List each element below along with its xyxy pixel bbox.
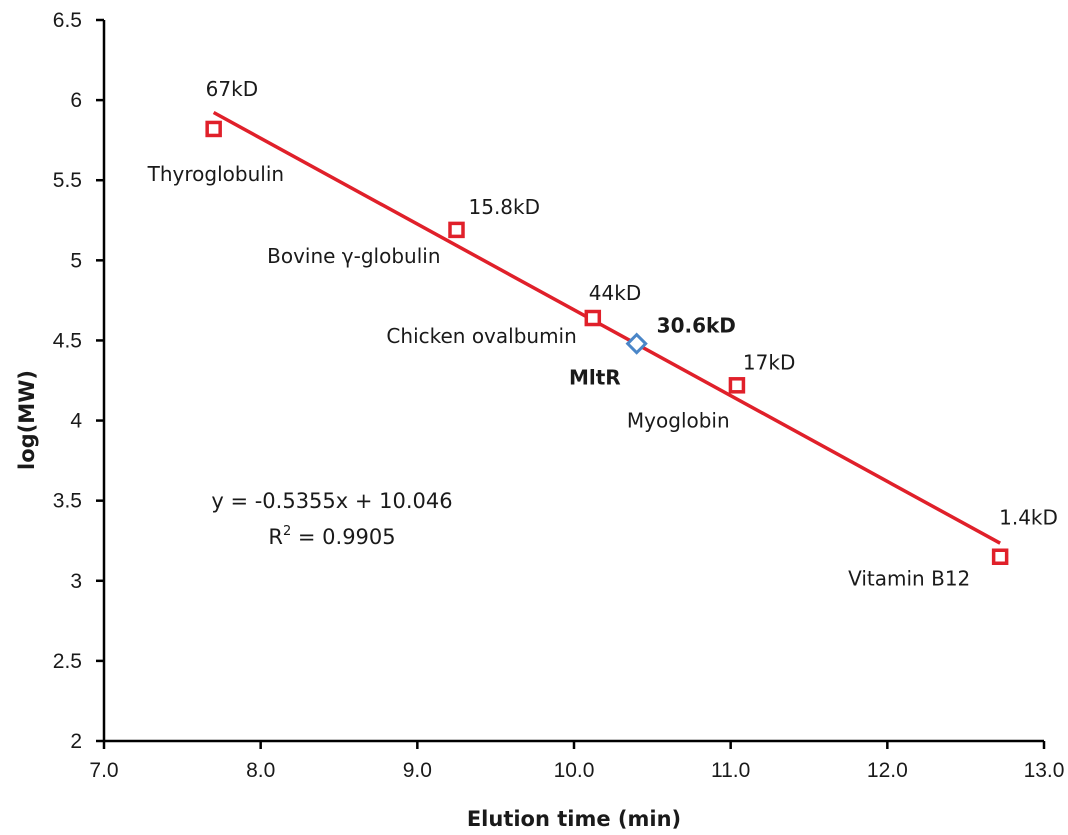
r-squared-label: R2 = 0.9905 [268, 524, 395, 549]
mw-label: 17kD [743, 350, 795, 374]
sample-name-label: MltR [569, 366, 621, 390]
x-tick-label: 10.0 [554, 759, 595, 782]
point-marker [584, 309, 602, 327]
y-tick-label: 6 [70, 89, 82, 112]
r-squared-value: = 0.9905 [291, 525, 395, 549]
r-squared-symbol: R [268, 525, 283, 549]
protein-label: Thyroglobulin [147, 162, 284, 186]
x-axis-ticks: 7.0 8.0 9.0 10.0 11.0 12.0 13.0 [89, 741, 1064, 782]
x-tick-label: 12.0 [867, 759, 908, 782]
point-marker [728, 377, 746, 394]
y-tick-label: 4.5 [53, 329, 82, 352]
data-points [205, 120, 1009, 565]
x-tick-label: 11.0 [711, 759, 750, 782]
mw-label: 1.4kD [999, 506, 1058, 530]
y-tick-label: 3.5 [53, 490, 82, 513]
y-tick-label: 2.5 [53, 650, 82, 673]
y-tick-label: 2 [70, 730, 82, 753]
trendline-equation: y = -0.5355x + 10.046 [211, 489, 452, 513]
r-squared-exponent: 2 [283, 524, 291, 539]
point-marker [205, 120, 222, 138]
x-tick-label: 13.0 [1024, 759, 1065, 782]
y-tick-label: 6.5 [53, 9, 82, 32]
protein-label: Myoglobin [627, 408, 730, 432]
x-tick-label: 7.0 [89, 759, 118, 782]
y-tick-label: 4 [70, 410, 82, 433]
y-tick-label: 3 [70, 570, 82, 593]
sample-mw-label: 30.6kD [657, 314, 736, 338]
mw-label: 44kD [589, 281, 641, 305]
x-tick-label: 8.0 [246, 759, 275, 782]
sample-marker [625, 332, 648, 355]
trendline [212, 110, 1001, 545]
mw-label: 67kD [206, 77, 258, 101]
y-tick-label: 5 [70, 249, 82, 272]
y-axis-ticks: 2 2.5 3 3.5 4 4.5 5 5.5 6 6.5 [53, 9, 104, 753]
mw-label: 15.8kD [469, 195, 541, 219]
point-marker [991, 548, 1009, 565]
protein-label: Vitamin B12 [848, 567, 970, 591]
y-axis-title: log(MW) [15, 370, 39, 470]
protein-label: Bovine γ-globulin [267, 244, 440, 268]
y-tick-label: 5.5 [53, 169, 82, 192]
trendline-group [212, 110, 1001, 545]
point-labels: 67kD Thyroglobulin 15.8kD Bovine γ-globulin… [147, 77, 1058, 591]
protein-label: Chicken ovalbumin [386, 324, 576, 348]
x-tick-label: 9.0 [403, 759, 432, 782]
x-axis-title: Elution time (min) [467, 807, 681, 831]
point-marker [448, 221, 465, 239]
